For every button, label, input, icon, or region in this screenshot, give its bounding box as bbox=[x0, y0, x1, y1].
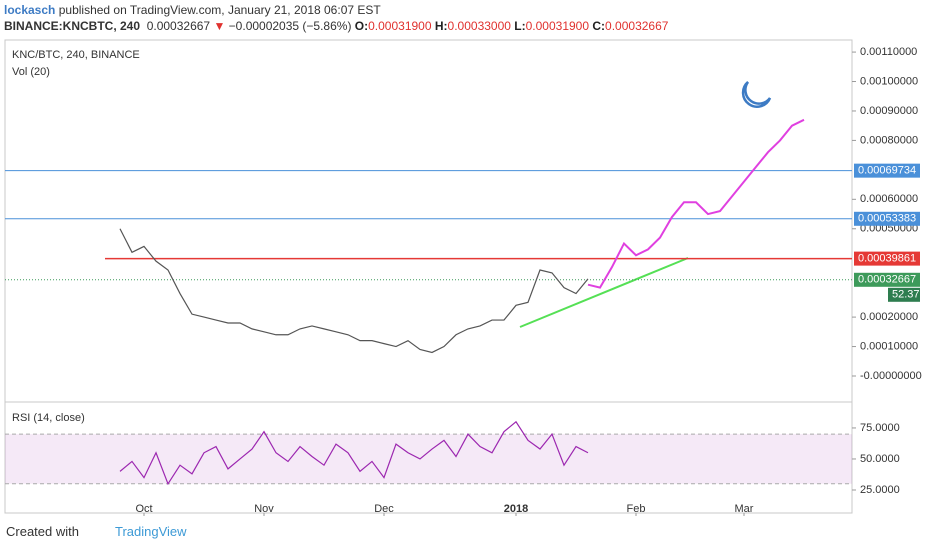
level-tag bbox=[854, 163, 920, 178]
y-tick-label: 0.00020000 bbox=[860, 311, 918, 323]
x-tick-label: Mar bbox=[735, 503, 754, 515]
close: 0.00032667 bbox=[605, 19, 669, 33]
y-tick-label: 75.0000 bbox=[860, 422, 900, 434]
chart: KNC/BTC, 240, BINANCE Vol (20) RSI (14, … bbox=[4, 39, 922, 516]
y-tick-label: 0.00080000 bbox=[860, 134, 918, 146]
level-tag bbox=[854, 272, 920, 287]
brand[interactable]: TradingView bbox=[114, 524, 187, 539]
change: −0.00002035 (−5.86%) bbox=[228, 19, 352, 33]
moon-icon bbox=[741, 81, 772, 108]
last: 0.00032667 bbox=[146, 19, 211, 33]
x-tick-label: Nov bbox=[254, 503, 274, 515]
series-line bbox=[119, 228, 589, 354]
y-tick-label: 0.00110000 bbox=[860, 46, 917, 58]
series-line bbox=[587, 118, 805, 289]
rsi-band bbox=[5, 434, 852, 484]
y-tick-label: 50.0000 bbox=[860, 453, 900, 465]
y-tick-label: 0.00100000 bbox=[860, 75, 918, 87]
open: 0.00031900 bbox=[368, 19, 432, 33]
footer: Created with TradingView bbox=[6, 524, 187, 539]
level-label: 0.00032667 bbox=[858, 274, 916, 286]
header: lockasch published on TradingView.com, J… bbox=[4, 2, 668, 34]
open-label: O: bbox=[354, 19, 369, 33]
pane-title: KNC/BTC, 240, BINANCE bbox=[12, 49, 140, 61]
user[interactable]: lockasch bbox=[4, 3, 56, 17]
high: 0.00033000 bbox=[447, 19, 511, 33]
x-tick-label: Oct bbox=[135, 503, 152, 515]
trendline bbox=[519, 257, 689, 328]
x-tick-label: 2018 bbox=[504, 503, 528, 515]
high-label: H: bbox=[434, 19, 448, 33]
created-text: Created with bbox=[6, 524, 79, 539]
y-tick-label: 0.00060000 bbox=[860, 193, 918, 205]
level-tag bbox=[854, 251, 920, 266]
volume-title: Vol (20) bbox=[12, 66, 50, 78]
y-tick-label: 0.00010000 bbox=[860, 340, 918, 352]
x-tick-label: Feb bbox=[627, 503, 646, 515]
low-label: L: bbox=[514, 19, 526, 33]
rsi-title: RSI (14, close) bbox=[12, 412, 85, 424]
close-label: C: bbox=[592, 19, 606, 33]
y-tick-label: 25.0000 bbox=[860, 484, 900, 496]
down-arrow: ▼ bbox=[213, 19, 226, 33]
level-tag bbox=[854, 211, 920, 226]
y-tick-label: 0.00090000 bbox=[860, 105, 918, 117]
series-line bbox=[119, 420, 589, 486]
symbol: BINANCE:KNCBTC, 240 bbox=[4, 19, 141, 33]
level-label: 0.00069734 bbox=[858, 165, 916, 177]
level-label: 0.00039861 bbox=[858, 253, 916, 265]
x-tick-label: Dec bbox=[374, 503, 394, 515]
y-tick-label: -0.00000000 bbox=[860, 370, 922, 382]
level-label: 0.00053383 bbox=[858, 213, 916, 225]
volume-label: 52.37 bbox=[892, 289, 920, 301]
published: published on TradingView.com, January 21… bbox=[58, 3, 381, 17]
volume-tag bbox=[888, 287, 920, 302]
low: 0.00031900 bbox=[525, 19, 590, 33]
